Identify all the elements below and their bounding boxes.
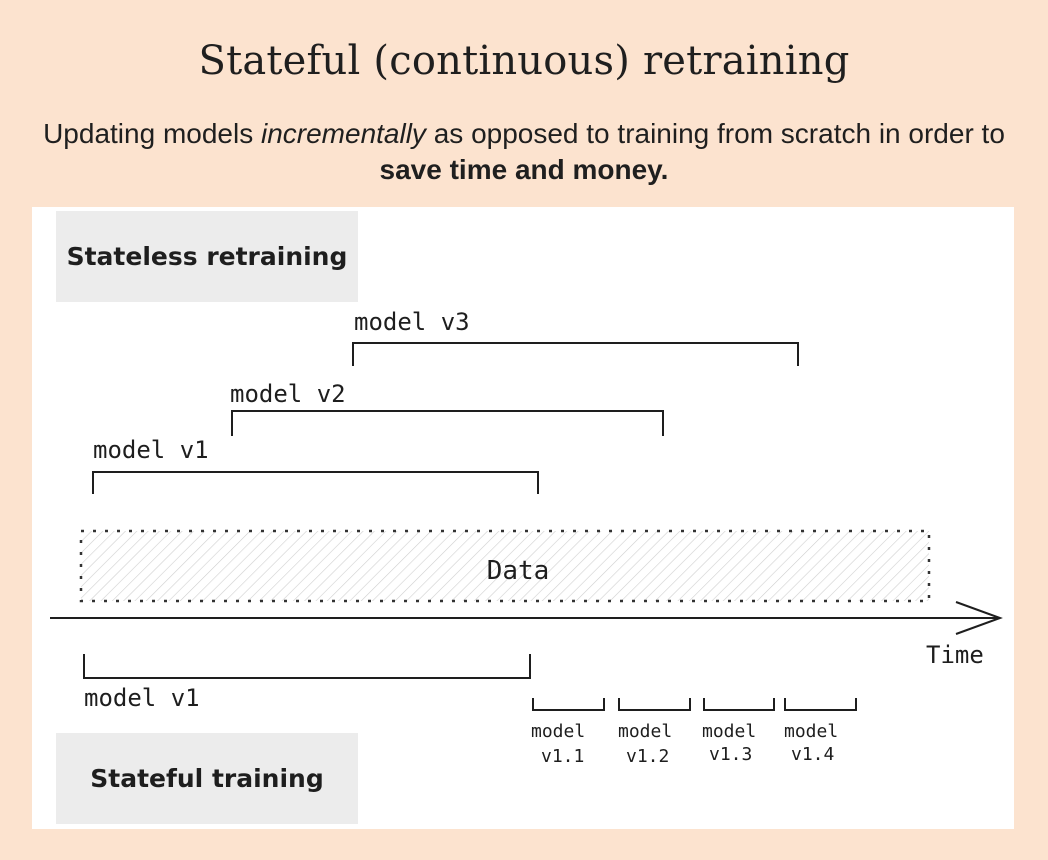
time-label: Time — [926, 641, 984, 669]
stateful-increment-2: model v1.2 — [618, 698, 691, 767]
data-label: Data — [487, 556, 550, 586]
time-arrow-head — [955, 601, 1003, 635]
model-v1-label: model v1 — [93, 436, 209, 464]
diagram-panel: Stateless retraining Stateful training — [32, 207, 1014, 829]
increment-2-bracket — [618, 698, 691, 711]
stateful-base-model: model v1 — [83, 654, 531, 712]
model-v1-bracket — [92, 471, 539, 494]
increment-3-bracket — [703, 698, 775, 711]
stateless-model-v1: model v1 — [92, 436, 539, 494]
increment-1-bracket — [532, 698, 605, 711]
subtitle-text-2: as opposed to training from scratch in o… — [425, 118, 1005, 149]
stateless-model-v2: model v2 — [230, 380, 664, 436]
increment-3-version: v1.3 — [709, 744, 752, 765]
data-box: Data — [79, 529, 931, 603]
increment-3-word: model — [702, 721, 756, 742]
subtitle-text-1: Updating models — [43, 118, 261, 149]
increment-4-word: model — [784, 721, 838, 742]
page-subtitle: Updating models incrementally as opposed… — [20, 116, 1028, 188]
time-axis: Time — [50, 601, 1003, 669]
increment-1-version: v1.1 — [541, 746, 584, 767]
stateful-increment-3: model v1.3 — [702, 698, 775, 765]
stateful-model-v1-bracket — [83, 654, 531, 679]
stateless-retraining-label: Stateless retraining — [56, 211, 358, 302]
model-v2-label: model v2 — [230, 380, 346, 408]
model-v3-bracket — [352, 342, 799, 366]
increment-2-word: model — [618, 721, 672, 742]
increment-2-version: v1.2 — [626, 746, 669, 767]
model-v2-bracket — [231, 410, 664, 436]
subtitle-strong: save time and money. — [379, 154, 669, 185]
stateful-training-label: Stateful training — [56, 733, 358, 824]
increment-1-word: model — [531, 721, 585, 742]
stateful-increment-4: model v1.4 — [784, 698, 857, 765]
stateless-model-v3: model v3 — [352, 308, 799, 366]
subtitle-emphasis: incrementally — [260, 118, 426, 149]
increment-4-version: v1.4 — [791, 744, 834, 765]
model-v3-label: model v3 — [354, 308, 470, 336]
stateful-increment-1: model v1.1 — [531, 698, 605, 767]
page-title: Stateful (continuous) retraining — [198, 38, 850, 84]
stateful-model-v1-label: model v1 — [84, 684, 200, 712]
increment-4-bracket — [784, 698, 857, 711]
